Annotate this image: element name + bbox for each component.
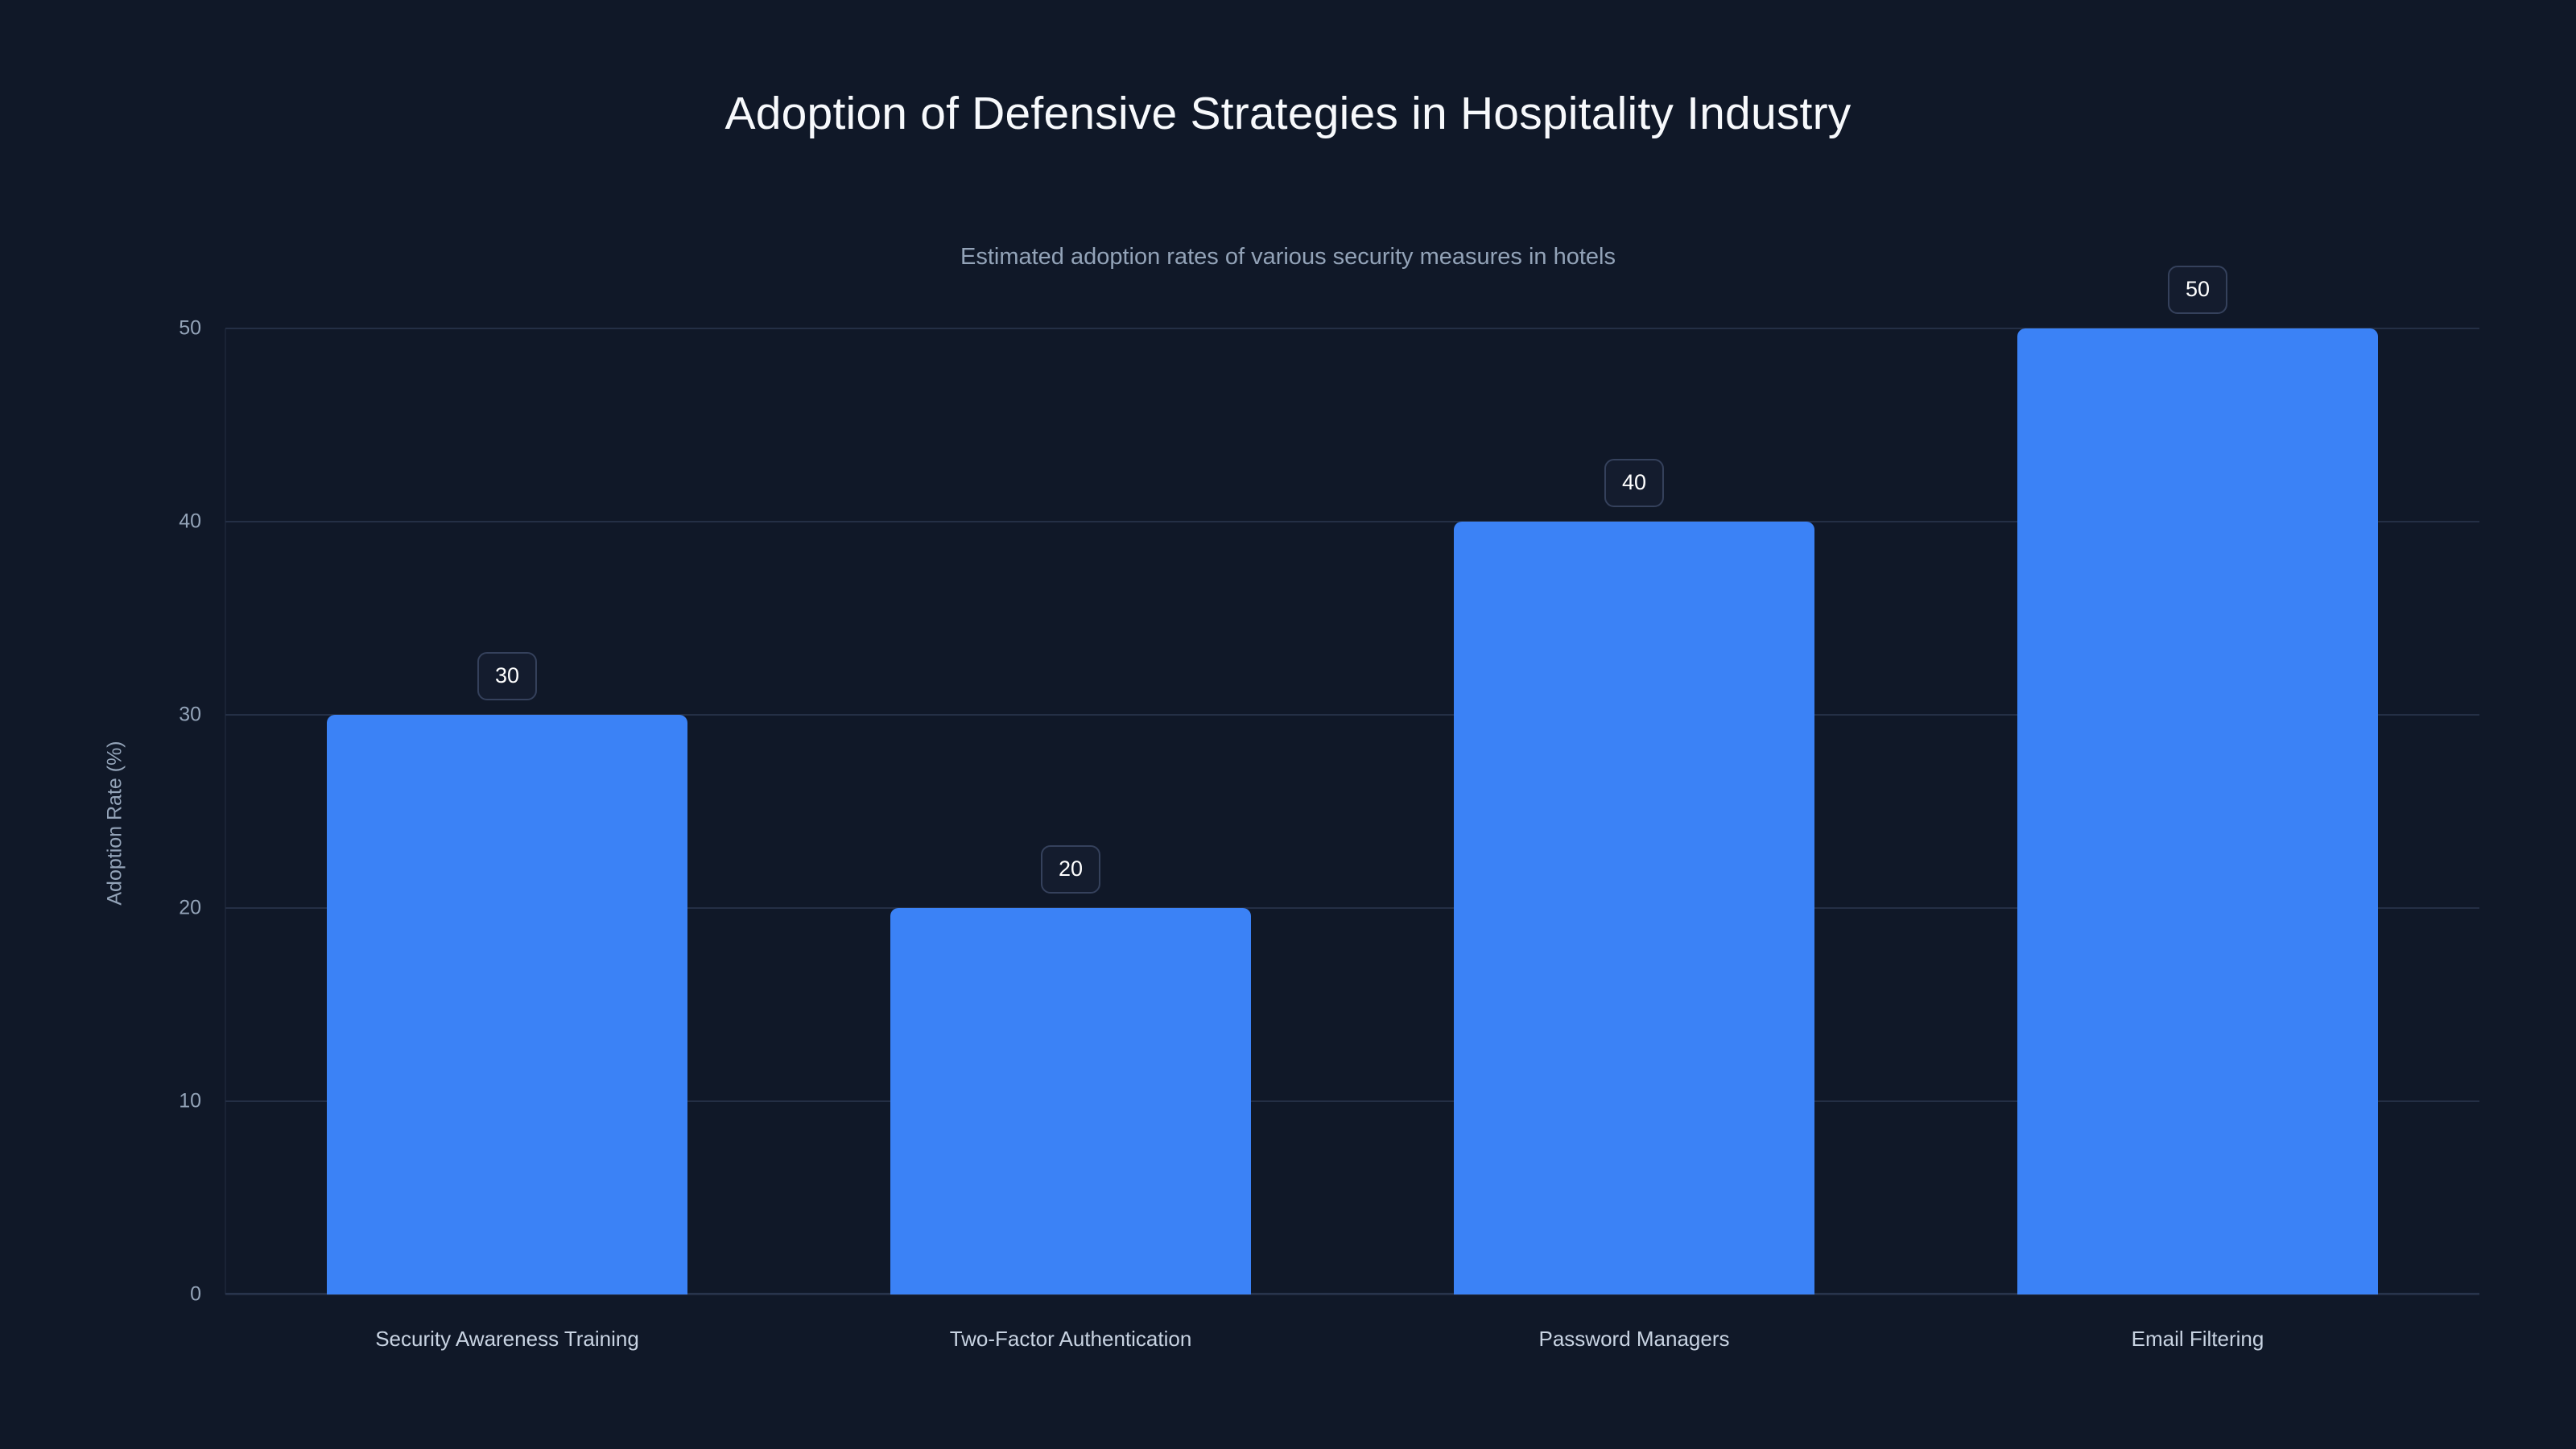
y-axis-title: Adoption Rate (%)	[103, 741, 126, 906]
y-axis-tick-label: 20	[179, 896, 201, 919]
chart-subtitle: Estimated adoption rates of various secu…	[960, 244, 1616, 270]
gridline	[225, 1100, 2479, 1102]
gridline	[225, 328, 2479, 329]
gridline	[225, 1294, 2479, 1295]
y-axis-tick-label: 40	[179, 510, 201, 533]
x-axis-category-label: Password Managers	[1538, 1327, 1730, 1351]
chart-title: Adoption of Defensive Strategies in Hosp…	[724, 88, 1852, 139]
y-axis-tick-label: 0	[190, 1282, 201, 1306]
y-axis-tick-label: 30	[179, 703, 201, 726]
y-axis-tick-label: 50	[179, 316, 201, 340]
x-axis-category-label: Two-Factor Authentication	[949, 1327, 1192, 1351]
y-axis-tick-label: 10	[179, 1089, 201, 1113]
bar-value-label: 40	[1604, 459, 1665, 507]
x-axis-category-label: Security Awareness Training	[375, 1327, 639, 1351]
gridline	[225, 714, 2479, 716]
gridline	[225, 521, 2479, 522]
plot-area	[225, 328, 2479, 1295]
bar-value-label: 20	[1040, 845, 1101, 894]
x-axis-category-label: Email Filtering	[2131, 1327, 2264, 1351]
bar-value-label: 30	[477, 652, 538, 700]
bar[interactable]	[327, 715, 687, 1294]
bar-value-label: 50	[2167, 266, 2228, 314]
bar[interactable]	[1454, 522, 1814, 1294]
y-axis-line	[225, 328, 226, 1294]
bar[interactable]	[890, 908, 1251, 1294]
gridline	[225, 907, 2479, 909]
bar[interactable]	[2017, 328, 2378, 1294]
